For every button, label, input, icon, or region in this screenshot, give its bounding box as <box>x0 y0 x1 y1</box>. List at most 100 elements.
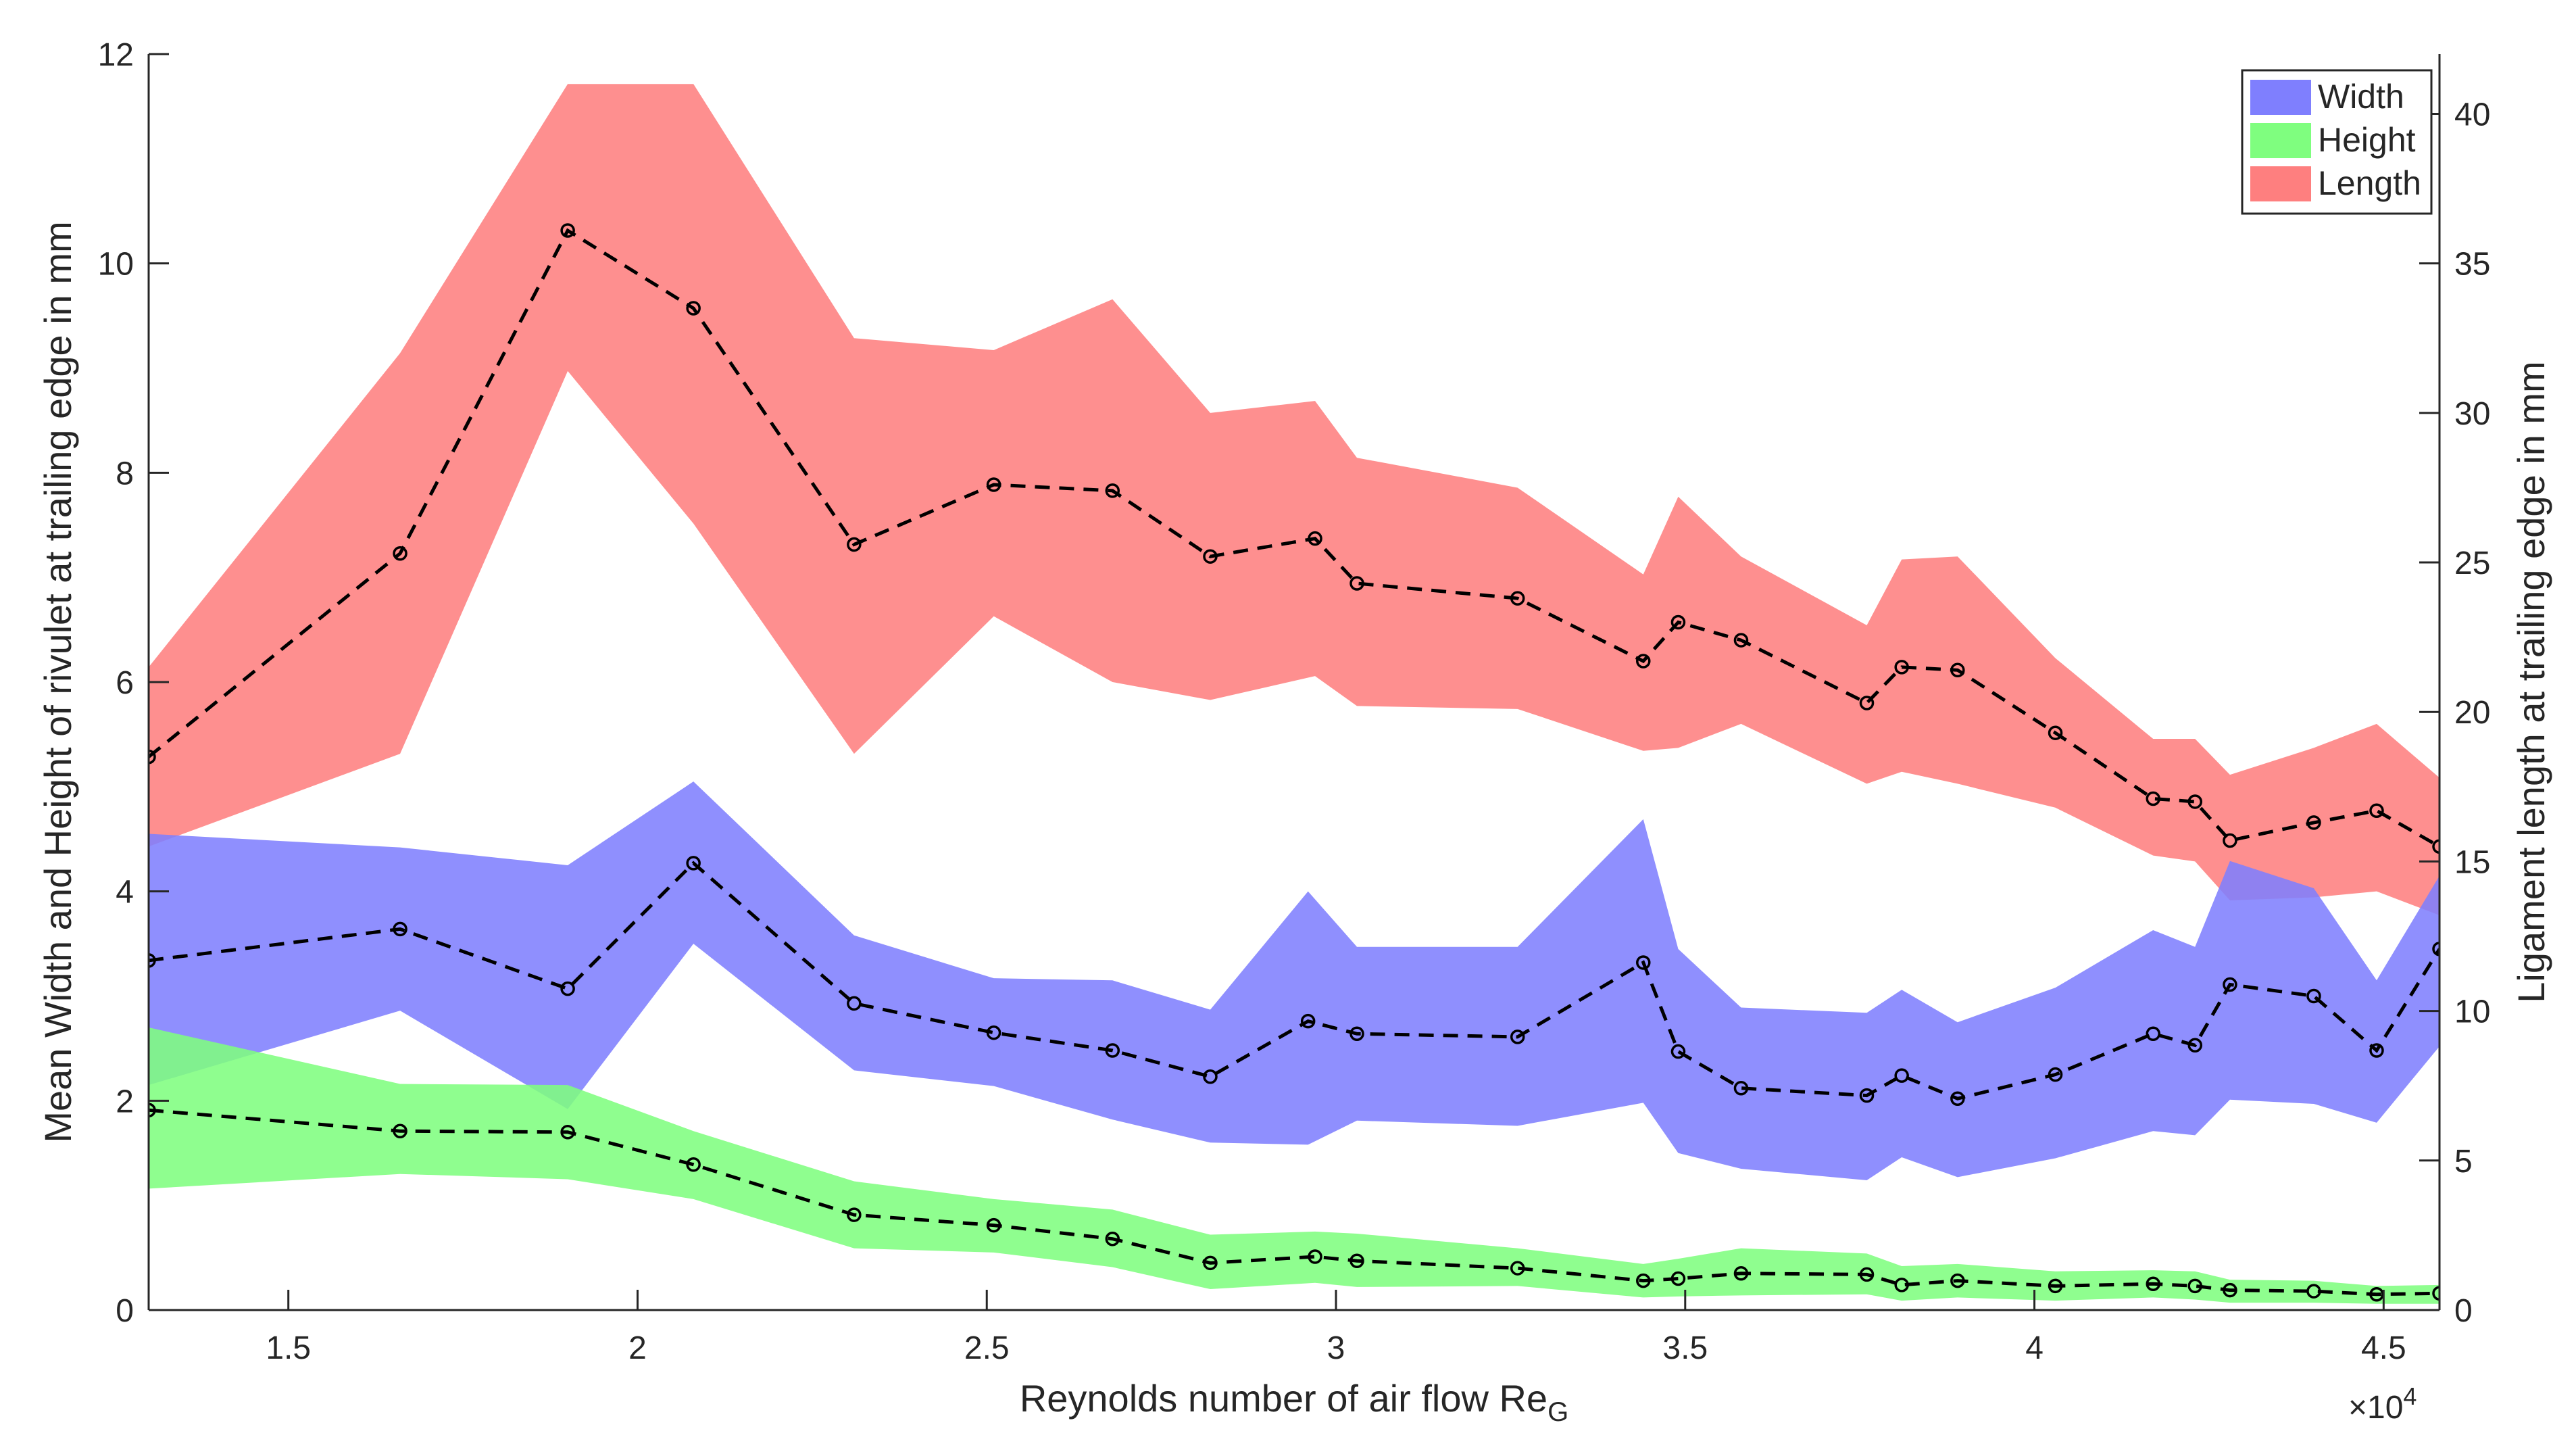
point-width <box>149 953 156 968</box>
y-left-axis-title: Mean Width and Height of rivulet at trai… <box>36 221 79 1142</box>
point-width <box>393 921 407 937</box>
point-width <box>1950 1091 1965 1106</box>
point-length <box>1950 662 1965 678</box>
x-tick-label: 4 <box>2025 1330 2044 1366</box>
point-height <box>1859 1267 1875 1282</box>
point-length <box>2146 791 2160 806</box>
y-right-tick-label: 35 <box>2454 247 2490 283</box>
point-length <box>1894 660 1909 675</box>
mean-lines <box>149 223 2439 1302</box>
x-axis-title: Reynolds number of air flow ReG <box>1020 1377 1568 1427</box>
point-length <box>2223 833 2237 848</box>
legend-label-width: Width <box>2318 78 2404 116</box>
legend-swatch-height <box>2250 123 2311 158</box>
y-left-tick-label: 4 <box>116 875 134 911</box>
point-height <box>2048 1278 2063 1294</box>
point-height <box>986 1217 1001 1233</box>
point-width <box>1105 1043 1120 1058</box>
legend-swatch-width <box>2250 80 2311 115</box>
y-left-tick-label: 6 <box>116 665 134 701</box>
point-height <box>1349 1253 1364 1268</box>
x-multiplier-base: ×10 <box>2348 1390 2403 1426</box>
legend-label-height: Height <box>2318 121 2416 159</box>
y-right-axis-title: Ligament length at trailing edge in mm <box>2510 361 2552 1002</box>
band-height <box>149 1027 2439 1304</box>
point-width <box>2432 942 2439 957</box>
ticks: 1.5 2 2.5 3 3.5 4 4.5 0 2 4 6 8 10 12 0 5 10 15 20 25 30 35 40 <box>98 37 2491 1366</box>
point-height <box>1105 1231 1120 1247</box>
point-width <box>1733 1081 1749 1096</box>
point-width <box>2223 977 2237 992</box>
point-width <box>2306 988 2321 1004</box>
point-width <box>986 1025 1001 1040</box>
point-height <box>2187 1278 2203 1294</box>
legend-label-length: Length <box>2318 164 2421 202</box>
point-length <box>847 537 862 552</box>
point-length <box>1636 654 1651 669</box>
point-width <box>2187 1038 2203 1053</box>
point-width <box>1670 1044 1686 1059</box>
point-height <box>686 1157 701 1172</box>
x-tick-label: 2.5 <box>964 1330 1010 1366</box>
y-right-tick-label: 20 <box>2454 695 2490 731</box>
point-length <box>1859 696 1875 710</box>
y-left-tick-label: 0 <box>116 1293 134 1329</box>
point-width <box>1510 1030 1525 1044</box>
y-right-tick-label: 15 <box>2454 844 2490 880</box>
x-axis-title-main: Reynolds number of air flow Re <box>1020 1377 1547 1420</box>
point-height <box>1510 1261 1525 1276</box>
point-length <box>149 749 156 765</box>
y-left-tick-label: 12 <box>98 37 134 73</box>
point-height <box>1733 1266 1749 1281</box>
point-length <box>2187 794 2203 809</box>
point-height <box>1894 1278 1909 1292</box>
x-tick-label: 2 <box>628 1330 647 1366</box>
point-length <box>1733 633 1749 648</box>
x-tick-label: 1.5 <box>266 1330 311 1366</box>
point-height <box>1308 1249 1322 1264</box>
point-length <box>2369 803 2384 818</box>
x-axis-title-subscript: G <box>1547 1397 1568 1427</box>
band-length <box>149 84 2439 916</box>
point-width <box>560 981 575 996</box>
y-right-tick-label: 40 <box>2454 97 2490 132</box>
point-length <box>686 301 701 316</box>
y-right-tick-label: 0 <box>2454 1293 2473 1329</box>
legend-swatch-length <box>2250 166 2311 201</box>
y-right-tick-label: 25 <box>2454 546 2490 581</box>
x-multiplier-exponent: 4 <box>2403 1382 2417 1410</box>
y-left-tick-label: 10 <box>98 247 134 283</box>
point-height <box>1636 1273 1651 1288</box>
mean-line-width <box>149 861 2439 1100</box>
point-width <box>2369 1043 2384 1058</box>
point-height <box>2146 1276 2160 1292</box>
y-right-tick-label: 5 <box>2454 1144 2473 1180</box>
point-width <box>847 996 862 1011</box>
point-length <box>1349 576 1364 591</box>
point-height <box>2306 1284 2321 1299</box>
point-height <box>1950 1273 1965 1288</box>
point-height <box>2223 1282 2237 1298</box>
point-width <box>1300 1013 1316 1029</box>
x-tick-label: 3 <box>1327 1330 1345 1366</box>
point-width <box>1894 1068 1909 1083</box>
y-left-tick-label: 8 <box>116 456 134 491</box>
point-length <box>986 477 1001 492</box>
point-length <box>2306 815 2321 830</box>
point-height <box>847 1207 862 1222</box>
legend: Width Height Length <box>2241 69 2433 215</box>
point-height <box>149 1103 156 1118</box>
point-width <box>686 856 701 871</box>
point-height <box>1670 1271 1686 1286</box>
point-length <box>2048 725 2063 740</box>
point-width <box>1349 1026 1364 1041</box>
point-width <box>1203 1069 1218 1084</box>
y-right-tick-label: 30 <box>2454 396 2490 432</box>
point-length <box>1510 591 1525 606</box>
point-height <box>560 1125 575 1140</box>
point-length <box>1670 614 1686 630</box>
x-multiplier: ×104 <box>2348 1382 2417 1426</box>
y-right-tick-label: 10 <box>2454 994 2490 1030</box>
x-tick-label: 3.5 <box>1662 1330 1708 1366</box>
